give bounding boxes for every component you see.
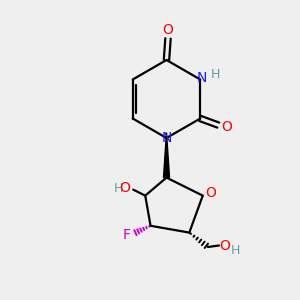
Text: H: H [211,68,220,81]
Text: O: O [221,120,232,134]
Text: H: H [231,244,240,257]
Text: F: F [123,228,130,242]
Text: H: H [114,182,123,195]
Text: N: N [196,71,207,85]
Text: O: O [119,181,130,195]
Text: N: N [161,131,172,145]
Text: O: O [206,186,217,200]
Text: O: O [163,23,173,37]
Polygon shape [164,133,169,178]
Text: O: O [220,238,230,253]
